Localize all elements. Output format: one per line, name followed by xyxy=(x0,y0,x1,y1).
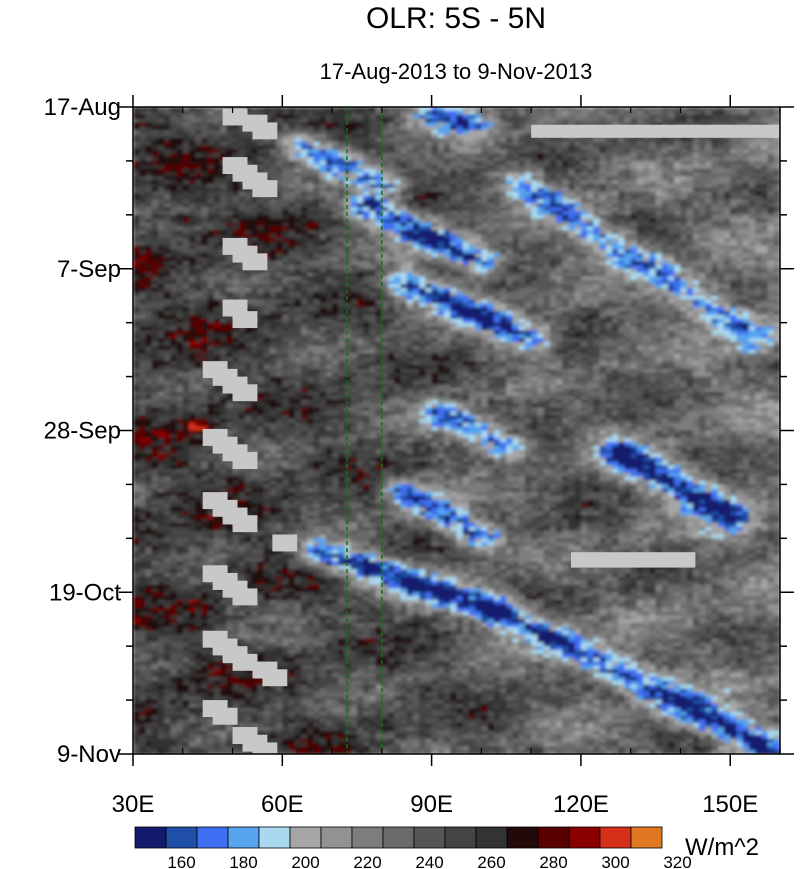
y-tick-label: 17-Aug xyxy=(44,94,121,121)
colorbar-label: 320 xyxy=(663,853,691,869)
missing-data-cell xyxy=(262,669,288,687)
x-tick-label: 60E xyxy=(261,791,304,818)
missing-data-cell xyxy=(232,311,258,329)
missing-data-band xyxy=(570,552,696,568)
colorbar: 160 180 200 220 240 260 280 300 320 xyxy=(134,826,692,869)
y-tick-label: 19-Oct xyxy=(49,579,121,606)
colorbar-swatch xyxy=(599,826,632,849)
x-tick-label: 90E xyxy=(410,791,453,818)
x-tick-label: 30E xyxy=(112,791,155,818)
x-axis: 30E 60E 90E 120E 150E xyxy=(112,95,781,818)
x-tick-label: 150E xyxy=(702,791,758,818)
plot-area xyxy=(133,107,780,754)
y-tick-label: 28-Sep xyxy=(44,418,121,445)
x-tick-label: 120E xyxy=(553,791,609,818)
y-tick-label: 7-Sep xyxy=(57,256,121,283)
missing-data-cell xyxy=(232,515,258,533)
colorbar-swatch xyxy=(320,826,353,849)
missing-data-cell xyxy=(242,253,268,271)
colorbar-label: 180 xyxy=(229,853,257,869)
colorbar-swatch xyxy=(630,826,663,849)
colorbar-label: 280 xyxy=(539,853,567,869)
colorbar-swatch xyxy=(413,826,446,849)
colorbar-swatch xyxy=(506,826,539,849)
colorbar-label: 260 xyxy=(477,853,505,869)
colorbar-swatch xyxy=(258,826,291,849)
missing-data-cell xyxy=(212,707,238,725)
chart-subtitle: 17-Aug-2013 to 9-Nov-2013 xyxy=(320,59,593,84)
colorbar-label: 240 xyxy=(415,853,443,869)
colorbar-swatch xyxy=(475,826,508,849)
missing-data xyxy=(202,108,780,754)
colorbar-swatch xyxy=(134,826,167,849)
missing-data-cell xyxy=(252,742,278,754)
colorbar-label: 220 xyxy=(353,853,381,869)
missing-data-cell xyxy=(232,384,258,402)
colorbar-swatch xyxy=(196,826,229,849)
missing-data-cell xyxy=(252,180,278,198)
colorbar-unit: W/m^2 xyxy=(685,834,759,861)
colorbar-swatch xyxy=(165,826,198,849)
colorbar-label: 300 xyxy=(601,853,629,869)
missing-data-cell xyxy=(222,108,248,126)
colorbar-swatch xyxy=(537,826,570,849)
missing-data-cell xyxy=(232,452,258,470)
reference-lines xyxy=(346,107,383,754)
colorbar-swatch xyxy=(351,826,384,849)
y-tick-label: 9-Nov xyxy=(57,741,121,768)
missing-data-cell xyxy=(252,122,278,140)
colorbar-label: 200 xyxy=(291,853,319,869)
chart-title: OLR: 5S - 5N xyxy=(366,2,546,35)
missing-data-cell xyxy=(232,588,258,606)
colorbar-label: 160 xyxy=(167,853,195,869)
colorbar-swatch xyxy=(382,826,415,849)
missing-data-cell xyxy=(232,653,258,671)
colorbar-swatch xyxy=(444,826,477,849)
colorbar-swatch xyxy=(227,826,260,849)
colorbar-swatch xyxy=(289,826,322,849)
y-axis: 17-Aug 7-Sep 28-Sep 19-Oct 9-Nov xyxy=(44,94,794,768)
colorbar-swatch xyxy=(568,826,601,849)
missing-data-band xyxy=(531,124,780,138)
missing-data-cell xyxy=(272,534,298,552)
